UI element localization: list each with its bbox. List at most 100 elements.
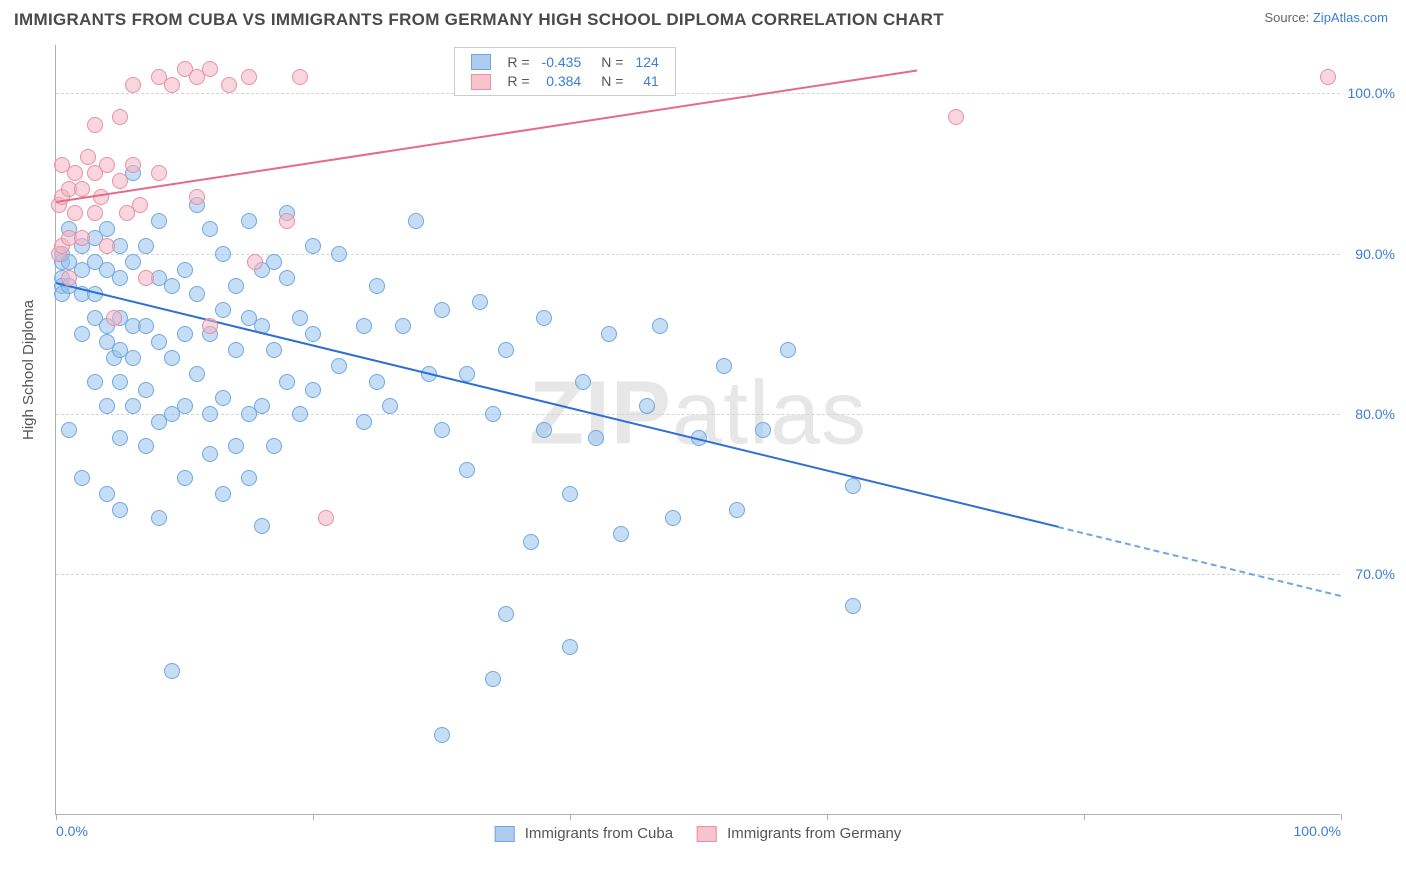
- chart-title: IMMIGRANTS FROM CUBA VS IMMIGRANTS FROM …: [14, 10, 944, 30]
- data-point-cuba: [112, 374, 128, 390]
- source-link[interactable]: ZipAtlas.com: [1313, 10, 1388, 25]
- data-point-cuba: [202, 221, 218, 237]
- data-point-cuba: [434, 727, 450, 743]
- trend-line-extrapolated: [1058, 526, 1341, 597]
- source-prefix: Source:: [1264, 10, 1312, 25]
- data-point-cuba: [369, 278, 385, 294]
- data-point-cuba: [266, 254, 282, 270]
- legend-item: Immigrants from Germany: [697, 825, 901, 842]
- data-point-cuba: [151, 510, 167, 526]
- data-point-cuba: [395, 318, 411, 334]
- data-point-cuba: [112, 502, 128, 518]
- data-point-cuba: [845, 598, 861, 614]
- data-point-cuba: [382, 398, 398, 414]
- y-tick-label: 80.0%: [1345, 406, 1395, 422]
- data-point-cuba: [292, 310, 308, 326]
- correlation-legend: R =-0.435N =124R =0.384N =41: [454, 47, 675, 96]
- data-point-cuba: [125, 350, 141, 366]
- x-tick: [827, 814, 828, 820]
- data-point-germany: [292, 69, 308, 85]
- data-point-cuba: [369, 374, 385, 390]
- data-point-germany: [61, 270, 77, 286]
- data-point-cuba: [164, 278, 180, 294]
- data-point-cuba: [74, 326, 90, 342]
- data-point-cuba: [472, 294, 488, 310]
- data-point-cuba: [459, 462, 475, 478]
- data-point-cuba: [305, 326, 321, 342]
- data-point-germany: [99, 157, 115, 173]
- data-point-germany: [87, 205, 103, 221]
- x-tick: [1084, 814, 1085, 820]
- data-point-cuba: [266, 438, 282, 454]
- data-point-cuba: [151, 213, 167, 229]
- data-point-cuba: [485, 406, 501, 422]
- data-point-cuba: [138, 318, 154, 334]
- data-point-cuba: [202, 446, 218, 462]
- x-tick: [1341, 814, 1342, 820]
- data-point-germany: [132, 197, 148, 213]
- data-point-germany: [189, 189, 205, 205]
- data-point-germany: [241, 69, 257, 85]
- data-point-cuba: [189, 286, 205, 302]
- gridline: [56, 93, 1340, 94]
- gridline: [56, 254, 1340, 255]
- data-point-germany: [279, 213, 295, 229]
- data-point-germany: [67, 165, 83, 181]
- data-point-cuba: [254, 398, 270, 414]
- x-tick: [56, 814, 57, 820]
- data-point-cuba: [639, 398, 655, 414]
- data-point-cuba: [228, 438, 244, 454]
- data-point-cuba: [613, 526, 629, 542]
- data-point-germany: [318, 510, 334, 526]
- data-point-germany: [202, 61, 218, 77]
- data-point-cuba: [112, 430, 128, 446]
- data-point-cuba: [434, 302, 450, 318]
- y-tick-label: 100.0%: [1345, 85, 1395, 101]
- data-point-germany: [138, 270, 154, 286]
- y-tick-label: 90.0%: [1345, 246, 1395, 262]
- data-point-germany: [74, 230, 90, 246]
- data-point-cuba: [755, 422, 771, 438]
- data-point-germany: [164, 77, 180, 93]
- data-point-germany: [93, 189, 109, 205]
- data-point-germany: [74, 181, 90, 197]
- data-point-cuba: [716, 358, 732, 374]
- data-point-cuba: [331, 246, 347, 262]
- data-point-germany: [106, 310, 122, 326]
- chart-container: High School Diploma ZIPatlas Immigrants …: [0, 40, 1406, 860]
- data-point-cuba: [151, 334, 167, 350]
- data-point-cuba: [125, 254, 141, 270]
- data-point-germany: [202, 318, 218, 334]
- data-point-cuba: [562, 486, 578, 502]
- data-point-cuba: [279, 374, 295, 390]
- data-point-cuba: [498, 342, 514, 358]
- data-point-cuba: [845, 478, 861, 494]
- data-point-germany: [151, 165, 167, 181]
- data-point-cuba: [125, 398, 141, 414]
- data-point-cuba: [164, 350, 180, 366]
- legend-bottom: Immigrants from Cuba Immigrants from Germ…: [495, 825, 902, 842]
- data-point-cuba: [215, 246, 231, 262]
- x-tick-label: 100.0%: [1294, 823, 1341, 839]
- data-point-cuba: [523, 534, 539, 550]
- data-point-cuba: [241, 470, 257, 486]
- data-point-cuba: [228, 342, 244, 358]
- data-point-cuba: [356, 318, 372, 334]
- data-point-cuba: [588, 430, 604, 446]
- x-tick: [313, 814, 314, 820]
- data-point-germany: [112, 173, 128, 189]
- data-point-cuba: [356, 414, 372, 430]
- legend-item: Immigrants from Cuba: [495, 825, 673, 842]
- data-point-cuba: [331, 358, 347, 374]
- data-point-cuba: [459, 366, 475, 382]
- data-point-cuba: [177, 470, 193, 486]
- data-point-cuba: [138, 382, 154, 398]
- data-point-cuba: [112, 270, 128, 286]
- data-point-germany: [99, 238, 115, 254]
- data-point-cuba: [241, 213, 257, 229]
- data-point-cuba: [485, 671, 501, 687]
- data-point-cuba: [177, 262, 193, 278]
- y-axis-label: High School Diploma: [20, 300, 37, 440]
- data-point-cuba: [61, 422, 77, 438]
- data-point-cuba: [498, 606, 514, 622]
